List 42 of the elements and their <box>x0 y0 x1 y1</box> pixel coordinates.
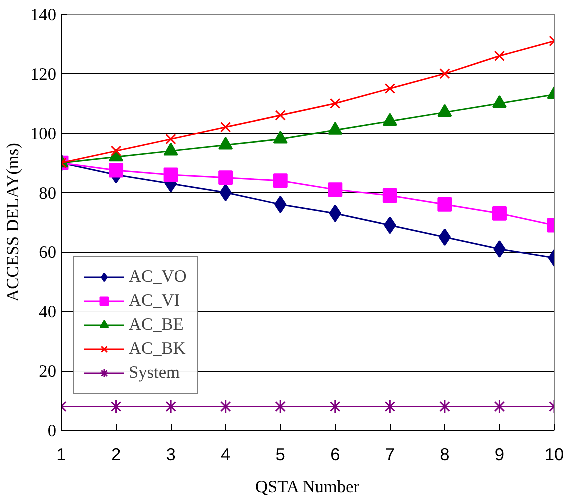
legend-label: AC_BE <box>129 315 184 335</box>
x-tick-label: 10 <box>544 444 564 464</box>
point <box>109 163 124 178</box>
y-tick-label: 60 <box>39 243 56 262</box>
x-tick-label: 9 <box>494 444 505 464</box>
y-tick-label: 140 <box>30 6 57 24</box>
legend-label: AC_VO <box>129 267 187 287</box>
y-tick-label: 20 <box>39 362 56 382</box>
x-tick-label: 1 <box>56 444 66 464</box>
point <box>275 110 286 121</box>
x-tick-label: 2 <box>111 444 122 464</box>
x-axis-title: QSTA Number <box>256 478 360 496</box>
point <box>166 134 176 145</box>
point <box>328 182 343 198</box>
point <box>438 197 452 212</box>
x-tick-label: 7 <box>385 444 395 464</box>
x-tick-label: 8 <box>440 444 450 464</box>
point <box>384 83 396 94</box>
point <box>494 50 506 62</box>
point <box>330 98 341 109</box>
legend-label: AC_VI <box>129 291 180 311</box>
y-tick-label: 40 <box>39 302 56 322</box>
point <box>492 206 507 221</box>
x-tick-label: 3 <box>166 444 176 464</box>
x-tick-label: 4 <box>221 444 232 464</box>
point <box>273 174 288 188</box>
x-tick-label: 5 <box>276 444 286 464</box>
point <box>220 122 232 133</box>
legend-label: System <box>129 363 180 383</box>
point <box>382 188 398 204</box>
y-tick-label: 0 <box>48 422 57 440</box>
y-tick-label: 80 <box>39 184 56 203</box>
x-tick-label: 6 <box>330 444 340 464</box>
legend-label: AC_BK <box>129 339 186 359</box>
point <box>164 168 178 182</box>
point <box>218 170 234 186</box>
point <box>110 146 122 157</box>
y-tick-label: 120 <box>30 64 57 84</box>
point <box>440 68 450 80</box>
point <box>438 228 452 246</box>
y-axis-title: ACCESS DELAY(ms) <box>4 142 23 302</box>
y-tick-label: 100 <box>30 124 57 144</box>
